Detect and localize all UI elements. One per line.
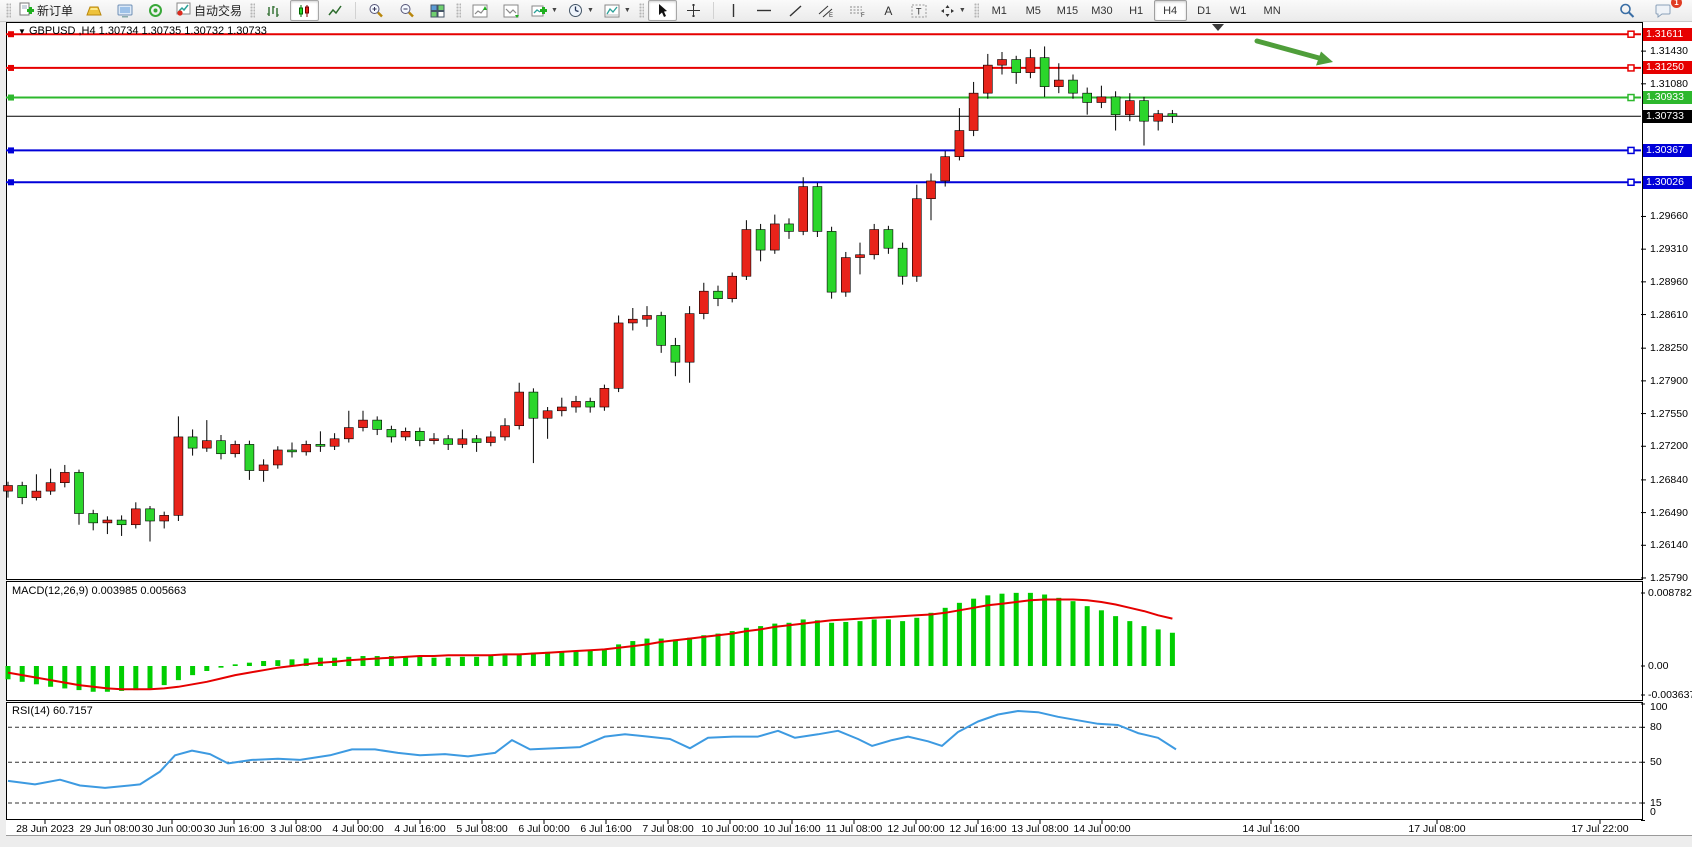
zoom-in-button[interactable]	[361, 0, 390, 21]
time-axis[interactable]	[6, 820, 1692, 836]
indicator-chart-icon	[472, 4, 488, 17]
timeframe-H4[interactable]: H4	[1153, 0, 1187, 21]
notification-badge: 1	[1671, 0, 1682, 8]
new-order-icon	[19, 2, 34, 20]
template-dropdown[interactable]: ▼	[600, 0, 635, 21]
add-indicator-icon	[531, 5, 548, 16]
toolbar-grip[interactable]	[250, 3, 256, 18]
terminal-window-button[interactable]	[110, 0, 139, 21]
toolbar: 新订单 自动交易 ▼	[0, 0, 1692, 22]
period-dropdown[interactable]: ▼	[564, 0, 598, 21]
horizontal-line-icon	[757, 9, 772, 12]
vertical-line-icon	[732, 4, 735, 17]
new-order-label: 新订单	[37, 4, 74, 18]
chevron-down-icon: ▼	[623, 7, 631, 14]
bar-chart-type-button[interactable]	[259, 0, 288, 21]
support-button[interactable]	[141, 0, 170, 21]
svg-text:T: T	[916, 6, 922, 16]
terminal-window-icon	[117, 4, 133, 17]
cursor-tool-button[interactable]	[647, 0, 677, 21]
strategy-tester-button[interactable]	[496, 0, 525, 21]
auto-trading-button[interactable]: 自动交易	[172, 0, 246, 21]
search-icon	[1619, 3, 1634, 18]
toolbar-grip[interactable]	[6, 3, 11, 18]
timeframe-M1[interactable]: M1	[991, 4, 1007, 17]
line-chart-icon	[328, 5, 342, 15]
chevron-down-icon: ▼	[551, 7, 558, 14]
trendline-tool[interactable]	[781, 0, 810, 21]
chevron-down-icon: ▼	[586, 7, 594, 14]
equidistant-channel-icon: E	[818, 5, 833, 18]
text-label-icon: T	[911, 4, 927, 17]
timeframe-bar: M1 M5 M15 M30 H1 H4 D1 W1 MN	[983, 0, 1289, 21]
auto-trading-icon	[176, 2, 191, 19]
timeframe-D1[interactable]: D1	[1197, 4, 1212, 17]
gold-bar-icon-button[interactable]	[79, 0, 108, 21]
zoom-in-icon	[369, 4, 383, 18]
candlestick-chart-type-button[interactable]	[290, 0, 320, 21]
arrows-icon	[940, 4, 954, 17]
line-chart-type-button[interactable]	[321, 0, 350, 21]
chevron-down-icon: ▼	[958, 7, 966, 14]
fibonacci-icon: F	[849, 6, 865, 18]
tile-windows-icon	[430, 4, 445, 17]
macd-pane[interactable]	[6, 581, 1643, 701]
vertical-line-tool[interactable]	[719, 0, 748, 21]
zoom-out-button[interactable]	[392, 0, 421, 21]
text-tool[interactable]: A	[874, 0, 903, 21]
clock-icon	[568, 4, 582, 17]
search-button[interactable]	[1612, 0, 1641, 21]
toolbar-grip[interactable]	[973, 3, 979, 18]
horizontal-line-tool[interactable]	[750, 0, 779, 21]
template-chart-icon	[604, 4, 620, 17]
auto-trading-label: 自动交易	[194, 4, 243, 18]
timeframe-M30[interactable]: M30	[1091, 4, 1113, 17]
tile-windows-button[interactable]	[423, 0, 452, 21]
cursor-arrow-icon	[659, 4, 668, 17]
crosshair-icon	[686, 4, 700, 17]
add-indicator-dropdown[interactable]: ▼	[527, 0, 562, 21]
indicators-window-button[interactable]	[465, 0, 494, 21]
zoom-out-icon	[400, 4, 414, 18]
trendline-icon	[789, 4, 802, 17]
timeframe-M5[interactable]: M5	[1025, 4, 1041, 17]
bar-chart-icon	[267, 5, 280, 17]
fibonacci-tool[interactable]: F	[843, 0, 872, 21]
new-order-button[interactable]: 新订单	[15, 0, 77, 21]
timeframe-W1[interactable]: W1	[1229, 4, 1247, 17]
text-tool-icon: A	[884, 3, 893, 18]
svg-text:E: E	[829, 13, 833, 18]
price-axis[interactable]	[1643, 22, 1692, 820]
timeframe-M15[interactable]: M15	[1056, 4, 1079, 17]
price-chart-pane[interactable]	[6, 22, 1643, 580]
svg-text:F: F	[861, 13, 865, 18]
toolbar-grip[interactable]	[456, 3, 462, 18]
gold-bar-icon	[85, 6, 102, 15]
chat-bubble-icon	[1655, 4, 1671, 18]
support-icon	[149, 4, 163, 17]
arrows-tool-dropdown[interactable]: ▼	[936, 0, 970, 21]
text-label-tool[interactable]: T	[905, 0, 934, 21]
notifications-button[interactable]: 1	[1649, 0, 1682, 21]
equidistant-channel-tool[interactable]: E	[812, 0, 841, 21]
toolbar-grip[interactable]	[638, 3, 644, 18]
timeframe-MN[interactable]: MN	[1263, 4, 1281, 17]
crosshair-tool-button[interactable]	[679, 0, 708, 21]
rsi-pane[interactable]	[6, 702, 1643, 820]
candlestick-chart-icon	[299, 4, 310, 17]
tester-chart-icon	[503, 4, 519, 18]
timeframe-H1[interactable]: H1	[1129, 4, 1144, 17]
